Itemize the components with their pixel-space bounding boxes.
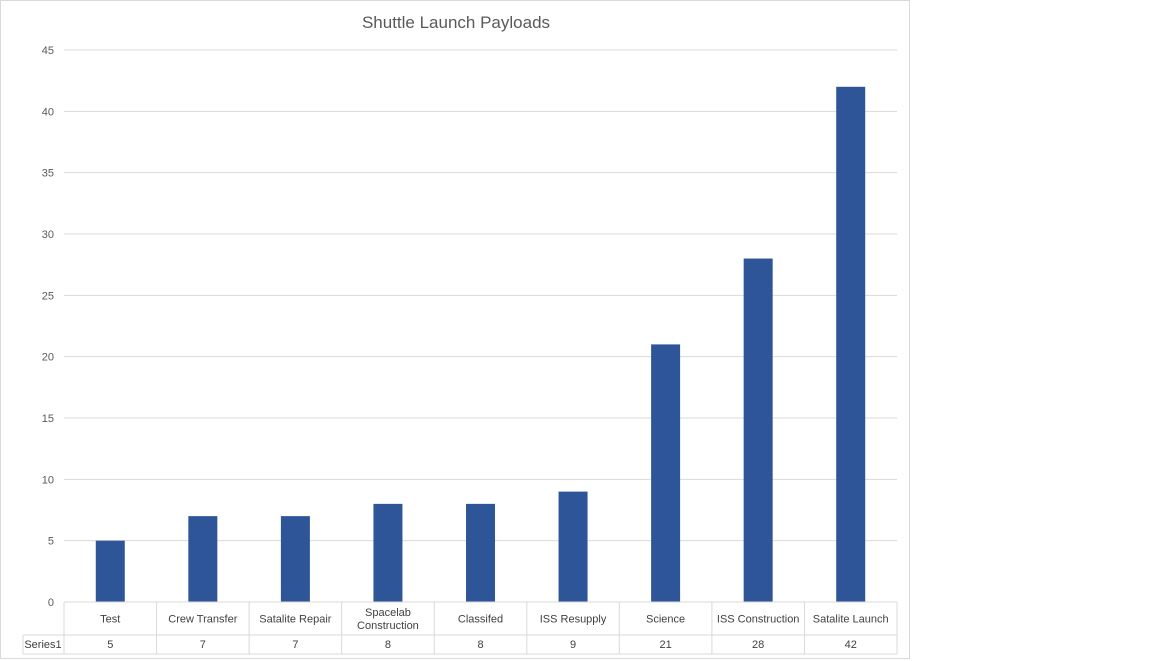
y-tick-label: 30 [42,229,54,241]
bar [743,258,773,602]
x-category-label: Test [100,614,120,626]
data-table-value: 7 [200,639,206,651]
x-category-label: Satalite Repair [259,614,331,626]
y-tick-label: 45 [42,45,54,57]
data-table-value: 8 [477,639,483,651]
bar [280,516,310,602]
data-table-value: 9 [570,639,576,651]
y-tick-label: 15 [42,413,54,425]
y-tick-label: 35 [42,168,54,180]
bar [95,540,125,602]
x-category-label: Classifed [458,614,503,626]
bar [836,86,866,603]
data-table-value: 28 [752,639,764,651]
bar-chart: Shuttle Launch Payloads 0 5 10 15 20 25 30 35 40… [22,13,898,655]
series-name-label: Series1 [24,639,61,651]
x-category-label: Satalite Launch [813,614,889,626]
data-table: Test Crew Transfer Satalite Repair Spacelab… [22,601,898,655]
x-category-label: ISS Construction [717,614,800,626]
y-axis-ticks: 0 5 10 15 20 25 30 35 40 45 [42,45,54,609]
x-category-label: ISS Resupply [540,614,607,626]
y-tick-label: 10 [42,474,54,486]
x-category-label: Science [646,614,685,626]
y-tick-label: 20 [42,352,54,364]
chart-area: Shuttle Launch Payloads 0 5 10 15 20 25 30 35 40… [0,0,910,659]
data-table-value: 21 [659,639,671,651]
y-tick-label: 40 [42,106,54,118]
data-table-value: 5 [107,639,113,651]
data-table-value: 8 [385,639,391,651]
x-category-label: Spacelab [365,607,411,619]
y-tick-label: 0 [48,597,54,609]
x-category-label: Crew Transfer [168,614,237,626]
data-table-value: 7 [292,639,298,651]
bar [558,491,588,602]
bars [95,86,866,603]
x-category-label: Construction [357,620,419,632]
y-tick-label: 25 [42,290,54,302]
data-table-value: 42 [845,639,857,651]
bar [188,516,218,602]
chart-title: Shuttle Launch Payloads [362,13,550,32]
bar [466,503,495,602]
bar [651,344,681,602]
y-tick-label: 5 [48,536,54,548]
bar [373,503,403,602]
